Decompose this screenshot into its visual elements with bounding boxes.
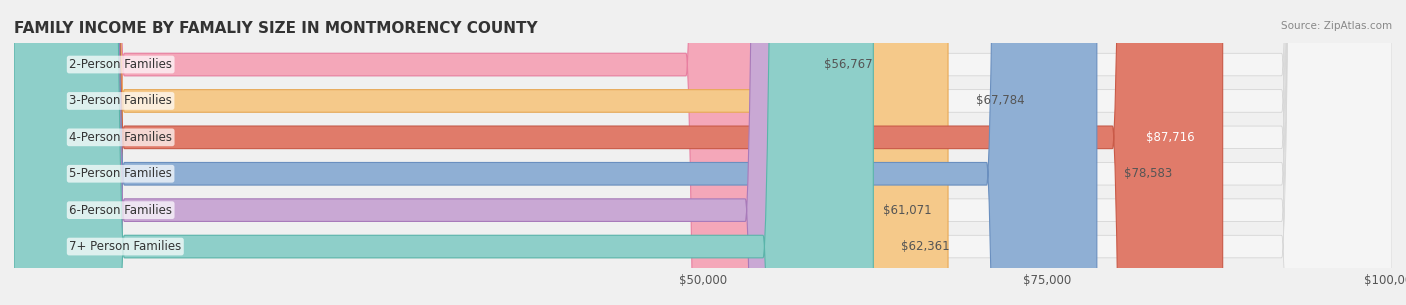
Text: FAMILY INCOME BY FAMALIY SIZE IN MONTMORENCY COUNTY: FAMILY INCOME BY FAMALIY SIZE IN MONTMOR… bbox=[14, 21, 537, 36]
Text: $78,583: $78,583 bbox=[1125, 167, 1173, 180]
FancyBboxPatch shape bbox=[14, 0, 948, 305]
FancyBboxPatch shape bbox=[14, 0, 1097, 305]
Text: 3-Person Families: 3-Person Families bbox=[69, 95, 172, 107]
FancyBboxPatch shape bbox=[14, 0, 1392, 305]
FancyBboxPatch shape bbox=[14, 0, 855, 305]
Text: $67,784: $67,784 bbox=[976, 95, 1024, 107]
FancyBboxPatch shape bbox=[14, 0, 796, 305]
FancyBboxPatch shape bbox=[14, 0, 1392, 305]
Text: $61,071: $61,071 bbox=[883, 204, 932, 217]
Text: $62,361: $62,361 bbox=[901, 240, 949, 253]
Text: 5-Person Families: 5-Person Families bbox=[69, 167, 172, 180]
FancyBboxPatch shape bbox=[14, 0, 1392, 305]
Text: 6-Person Families: 6-Person Families bbox=[69, 204, 172, 217]
Text: $87,716: $87,716 bbox=[1146, 131, 1195, 144]
Text: 4-Person Families: 4-Person Families bbox=[69, 131, 172, 144]
FancyBboxPatch shape bbox=[14, 0, 1392, 305]
FancyBboxPatch shape bbox=[14, 0, 1392, 305]
Text: 7+ Person Families: 7+ Person Families bbox=[69, 240, 181, 253]
FancyBboxPatch shape bbox=[14, 0, 873, 305]
Text: Source: ZipAtlas.com: Source: ZipAtlas.com bbox=[1281, 21, 1392, 31]
FancyBboxPatch shape bbox=[14, 0, 1223, 305]
Text: $56,767: $56,767 bbox=[824, 58, 873, 71]
FancyBboxPatch shape bbox=[14, 0, 1392, 305]
Text: 2-Person Families: 2-Person Families bbox=[69, 58, 172, 71]
